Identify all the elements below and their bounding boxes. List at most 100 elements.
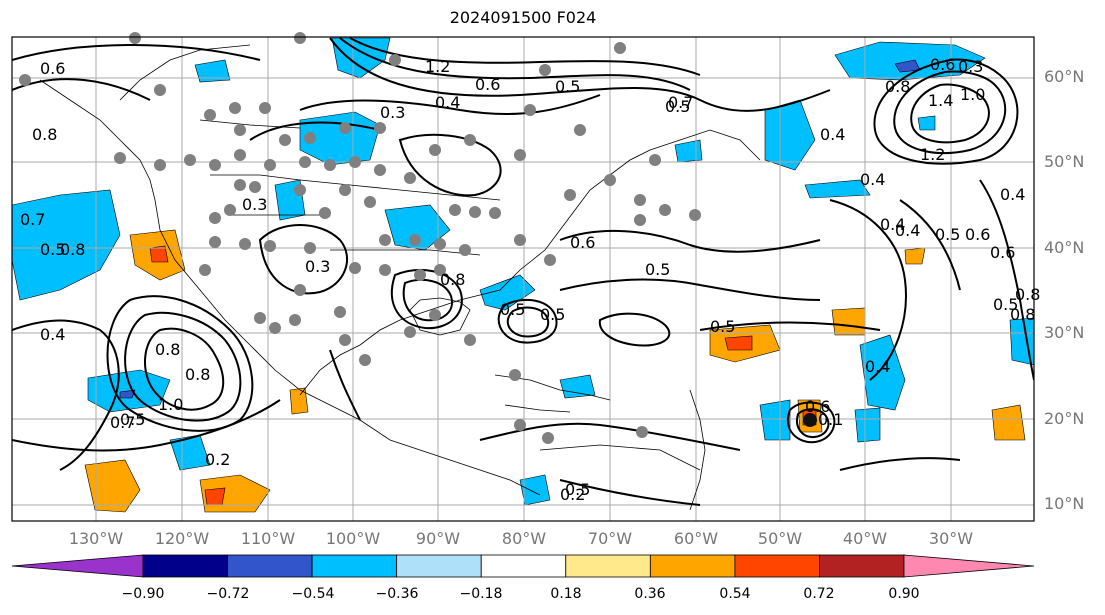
colorbar-tick-label: 0.18 xyxy=(550,586,582,602)
contours xyxy=(12,37,1034,506)
contour-label: 0.7 xyxy=(668,93,693,112)
colorbar-segment xyxy=(227,554,313,578)
coastlines xyxy=(39,44,761,511)
blue-region xyxy=(759,399,791,441)
colorbar-tick-label: 0.90 xyxy=(888,586,920,602)
contour-label: 0.8 xyxy=(32,125,57,144)
contour-label: 0.4 xyxy=(435,93,460,112)
contour-label: 0.3 xyxy=(958,57,983,76)
blue-region xyxy=(519,474,551,506)
contour-label: 0.6 xyxy=(805,397,830,416)
contour-label: 0.7 xyxy=(110,413,135,432)
chart-title: 2024091500 F024 xyxy=(449,8,597,27)
contour-label: 0.6 xyxy=(930,55,955,74)
lat-label-50n: 50°N xyxy=(1044,152,1085,171)
contour-label: 0.4 xyxy=(40,325,65,344)
orange-region xyxy=(991,404,1026,441)
colorbar-extend-high xyxy=(903,554,1035,578)
contour-label: 0.5 xyxy=(935,225,960,244)
cyclone-center xyxy=(803,413,817,427)
contour-label: 0.8 xyxy=(1010,305,1035,324)
contour-label: 0.5 xyxy=(565,480,590,499)
orange-region xyxy=(724,335,753,351)
contour-label: 0.5 xyxy=(500,300,525,319)
contour-label: 0.8 xyxy=(1015,285,1040,304)
colorbar-tick-label: −0.72 xyxy=(206,586,250,602)
contour-label-group: 0.60.70.80.40.51.20.6 0.50.40.30.40.60.50… xyxy=(20,55,1040,504)
contour-label: 0.2 xyxy=(560,485,585,504)
blue-region xyxy=(194,59,231,83)
colorbar-tick-label: −0.54 xyxy=(291,586,335,602)
contour-label: 0.2 xyxy=(205,450,230,469)
contour-label: 0.6 xyxy=(965,225,990,244)
lon-label-70w: 70°W xyxy=(587,529,633,548)
contour-label: 0.8 xyxy=(185,365,210,384)
blue-region xyxy=(674,139,703,163)
colorbar-tick-label: 0.36 xyxy=(634,586,666,602)
contour-label: 0.4 xyxy=(865,357,890,376)
lon-label-110w: 110°W xyxy=(240,529,296,548)
contour-label: 0.5 xyxy=(120,410,145,429)
blue-region xyxy=(559,374,596,399)
shaded-regions xyxy=(12,37,1034,513)
contour-label: 0.8 xyxy=(440,270,465,289)
blue-region xyxy=(119,389,136,399)
colorbar-tick-label: 0.54 xyxy=(719,586,751,602)
colorbar-tick-label: −0.36 xyxy=(375,586,419,602)
contour-label: 0.4 xyxy=(820,125,845,144)
colorbar-segment xyxy=(480,554,567,578)
blue-region xyxy=(764,99,816,171)
contour-label: 0.8 xyxy=(155,340,180,359)
colorbar-segment xyxy=(311,554,398,578)
contour-label: 0.3 xyxy=(242,195,267,214)
contour-label: 0.1 xyxy=(818,410,843,429)
colorbar-segment xyxy=(142,554,228,578)
blue-region xyxy=(804,179,871,199)
contour-label: 0.5 xyxy=(645,260,670,279)
map-frame xyxy=(11,36,1035,522)
lat-label-60n: 60°N xyxy=(1044,67,1085,86)
orange-region xyxy=(149,245,169,263)
lon-label-100w: 100°W xyxy=(325,529,381,548)
contour-label: 1.4 xyxy=(928,91,953,110)
contour-label: 1.2 xyxy=(425,57,450,76)
colorbar-tick-label: −0.90 xyxy=(121,586,165,602)
contour-label: 1.0 xyxy=(960,85,985,104)
colorbar-segment xyxy=(396,554,482,578)
lat-label-10n: 10°N xyxy=(1044,494,1085,513)
contour-label: 0.6 xyxy=(475,75,500,94)
contour-label: 0.4 xyxy=(860,170,885,189)
contour-label: 0.4 xyxy=(895,221,920,240)
colorbar-extend-low xyxy=(11,554,144,578)
blue-region xyxy=(1009,317,1034,366)
lon-label-40w: 40°W xyxy=(842,529,888,548)
contour-label: 0.6 xyxy=(40,59,65,78)
orange-region xyxy=(204,487,226,506)
contour-label: 0.5 xyxy=(710,317,735,336)
contour-label: 0.6 xyxy=(570,233,595,252)
lon-label-90w: 90°W xyxy=(415,529,461,548)
contour-label: 0.4 xyxy=(880,215,905,234)
lat-label-40n: 40°N xyxy=(1044,238,1085,257)
colorbar-tick-label: −0.18 xyxy=(459,586,503,602)
contour-label: 1.0 xyxy=(158,395,183,414)
contour-label: 0.6 xyxy=(990,243,1015,262)
contour-label: 0.5 xyxy=(40,240,65,259)
lon-label-120w: 120°W xyxy=(154,529,210,548)
contour-label: 0.8 xyxy=(885,77,910,96)
lat-label-20n: 20°N xyxy=(1044,409,1085,428)
orange-region xyxy=(289,387,309,415)
blue-region xyxy=(917,115,936,131)
lon-label-130w: 130°W xyxy=(68,529,124,548)
orange-region xyxy=(904,247,926,265)
contour-label: 0.5 xyxy=(555,77,580,96)
blue-region xyxy=(12,189,121,301)
blue-region xyxy=(859,334,906,411)
colorbar-tick-label: 0.72 xyxy=(803,586,835,602)
colorbar xyxy=(11,554,1035,578)
lon-label-50w: 50°W xyxy=(757,529,803,548)
blue-region xyxy=(169,434,211,471)
contour-label: 0.5 xyxy=(540,305,565,324)
contour-label: 0.7 xyxy=(20,210,45,229)
orange-region xyxy=(84,459,141,513)
